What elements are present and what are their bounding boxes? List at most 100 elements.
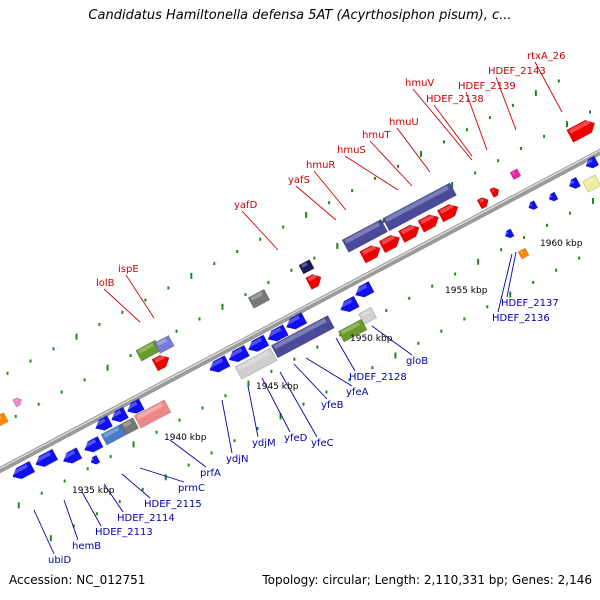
gene-reverse [285, 312, 308, 330]
tick-mark [509, 291, 512, 298]
tick-mark [118, 500, 121, 504]
gene-forward [151, 354, 170, 372]
tick-mark [72, 524, 75, 528]
leader-line [335, 337, 356, 372]
leader-line [139, 467, 185, 483]
leader-line [534, 61, 563, 113]
gene-label: ydjN [226, 454, 249, 465]
gene-label: hmuR [306, 160, 335, 171]
accession-text: Accession: NC_012751 [9, 573, 146, 587]
gene-forward [398, 224, 420, 243]
tick-mark [187, 463, 190, 467]
leader-line [293, 363, 328, 400]
tick-mark [463, 317, 466, 321]
leader-line [495, 76, 517, 131]
gene-label: hmuV [405, 78, 434, 89]
gene-reverse [62, 447, 83, 464]
leader-line [465, 91, 488, 151]
backbone-highlight [0, 149, 600, 470]
tick-mark [316, 345, 319, 349]
tick-mark [224, 394, 227, 398]
tick-mark [313, 256, 316, 260]
gene-steel [100, 423, 127, 446]
tick-mark [233, 439, 236, 443]
gene-khaki [582, 174, 600, 193]
tick-mark [259, 237, 262, 241]
tick-mark [198, 317, 201, 321]
tick-mark [382, 220, 385, 224]
tick-mark [290, 268, 293, 272]
tick-mark [63, 479, 66, 483]
gene-olive [338, 318, 368, 343]
tick-mark [17, 502, 20, 509]
scale-label: 1960 kbp [540, 239, 583, 249]
gene-label: HDEF_2113 [95, 527, 153, 538]
tick-mark [371, 366, 374, 370]
gene-reverse [126, 398, 145, 414]
genome-summary-text: Topology: circular; Length: 2,110,331 bp… [262, 573, 592, 587]
gene-reverse [267, 324, 289, 342]
tick-mark [451, 182, 454, 189]
scale-label: 1945 kbp [256, 382, 299, 392]
gene-label: yafD [234, 200, 258, 211]
gene-reverse [228, 344, 250, 363]
gene-forward [359, 245, 381, 264]
leader-line [125, 274, 155, 319]
tick-mark [40, 491, 43, 495]
leader-line [121, 473, 151, 499]
gene-pink [12, 397, 22, 408]
tick-mark [351, 189, 354, 193]
tick-mark [305, 211, 308, 218]
tick-mark [164, 474, 167, 481]
gene-label: HDEF_2143 [488, 66, 546, 77]
gene-label: ubiD [48, 555, 71, 566]
leader-line [103, 483, 124, 513]
gene-reverse [528, 200, 539, 211]
tick-mark [221, 303, 224, 310]
tick-mark [569, 211, 572, 215]
gene-reverse [12, 460, 36, 480]
gene-label: yafS [288, 175, 310, 186]
tick-mark [132, 441, 135, 448]
tick-mark [236, 249, 239, 253]
gene-forward [489, 187, 500, 198]
tick-marks [6, 79, 595, 542]
leader-line [497, 253, 513, 313]
tick-mark [256, 427, 259, 431]
tick-mark [75, 333, 78, 340]
leader-line [169, 439, 207, 468]
gene-light-grey [234, 347, 278, 380]
tick-mark [348, 378, 351, 382]
leader-line [81, 491, 102, 527]
tick-mark [442, 140, 445, 144]
leader-line [506, 251, 517, 298]
gene-label: HDEF_2115 [144, 499, 202, 510]
tick-mark [247, 380, 250, 387]
tick-mark [336, 242, 339, 249]
tick-mark [488, 116, 491, 120]
tick-mark [267, 280, 270, 284]
tick-mark [578, 256, 581, 260]
leader-line [63, 499, 79, 541]
label-leader-lines [33, 61, 563, 555]
gene-label: HDEF_2137 [501, 298, 559, 309]
leader-line [369, 140, 413, 187]
gene-reverse [83, 435, 104, 453]
tick-mark [408, 296, 411, 300]
tick-mark [420, 151, 423, 158]
tick-mark [279, 413, 282, 420]
gene-forward [566, 119, 596, 143]
genome-backbone [0, 148, 600, 474]
gene-label: yfeA [346, 387, 369, 398]
tick-mark [477, 258, 480, 265]
tick-mark [566, 121, 569, 128]
gene-label: rtxA_26 [527, 51, 566, 62]
tick-mark [328, 201, 331, 205]
tick-mark [167, 286, 170, 290]
tick-mark [175, 329, 178, 333]
tick-mark [37, 402, 40, 406]
gene-orange [517, 247, 530, 260]
gene-label: hemB [72, 541, 101, 552]
gene-reverse [95, 415, 113, 431]
gene-reverse [569, 176, 581, 189]
